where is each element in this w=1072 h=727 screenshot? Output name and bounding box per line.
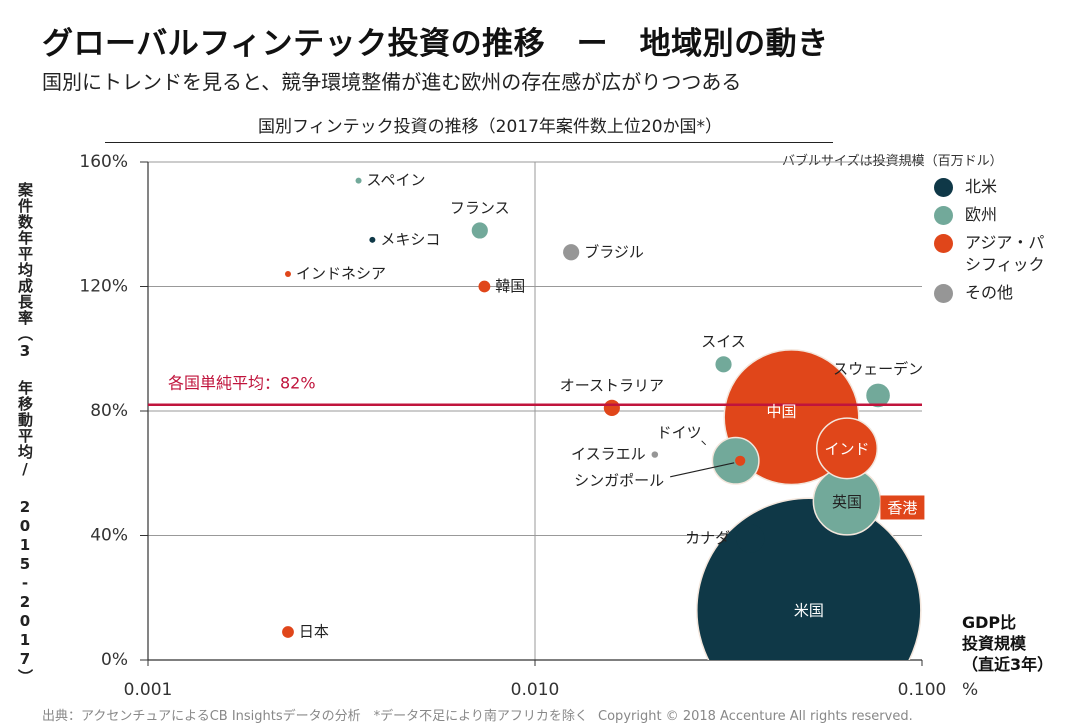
- x-tick-label: 0.010: [511, 680, 560, 700]
- legend-item-north-america: 北米: [934, 176, 1072, 198]
- point-label: スペイン: [367, 171, 426, 189]
- legend-dot-icon: [934, 178, 953, 197]
- point-label: スイス: [701, 333, 746, 351]
- legend-item-europe: 欧州: [934, 204, 1072, 226]
- point-label: スウェーデン: [833, 360, 923, 378]
- leader-line: [670, 462, 735, 478]
- x-tick-label: 0.001: [124, 680, 173, 700]
- bubble-インド: [815, 417, 878, 480]
- x-axis-title: GDP比 投資規模 （直近3年）: [962, 612, 1053, 675]
- point-label: 英国: [832, 493, 862, 511]
- copyright: Copyright © 2018 Accenture All rights re…: [598, 709, 913, 724]
- legend-dot-icon: [934, 206, 953, 225]
- page-title: グローバルフィンテック投資の推移 ー 地域別の動き: [42, 26, 829, 62]
- point-label: カナダ: [685, 529, 730, 547]
- footer: 出典：アクセンチュアによるCB Insightsデータの分析 *データ不足により…: [42, 705, 913, 724]
- page-subtitle: 国別にトレンドを見ると、競争環境整備が進む欧州の存在感が広がりつつある: [42, 70, 742, 94]
- y-tick-label: 120%: [79, 277, 128, 297]
- title-divider: [105, 142, 833, 143]
- y-tick-label: 40%: [90, 526, 128, 546]
- chart-title: 国別フィンテック投資の推移（2017年案件数上位20か国*）: [258, 117, 723, 137]
- legend-label: その他: [965, 283, 1014, 302]
- bubble-フランス: [471, 222, 488, 239]
- point-label: 韓国: [495, 277, 525, 295]
- source-note: 出典：アクセンチュアによるCB Insightsデータの分析 *データ不足により…: [42, 709, 588, 724]
- label-badge: [880, 495, 925, 520]
- bubble-メキシコ: [369, 236, 376, 243]
- bubble-韓国: [478, 280, 491, 293]
- point-label: ドイツ: [657, 423, 702, 441]
- x-tick-label: 0.100: [898, 680, 947, 700]
- point-label: インドネシア: [296, 265, 386, 283]
- bubble-カナダ: [736, 524, 765, 553]
- legend-item-other: その他: [934, 282, 1072, 304]
- y-tick-label: 160%: [79, 152, 128, 172]
- x-axis-title-line: 投資規模: [962, 634, 1027, 653]
- legend-dot-icon: [934, 234, 953, 253]
- point-label: オーストラリア: [560, 376, 664, 394]
- y-tick-label: 80%: [90, 401, 128, 421]
- legend-label: 欧州: [965, 205, 998, 224]
- legend-dot-icon: [934, 284, 953, 303]
- bubble-インドネシア: [284, 271, 291, 278]
- point-label: 中国: [766, 403, 796, 421]
- bubble-シンガポール: [735, 455, 746, 466]
- legend-item-asia-pacific: アジア・パシフィック: [934, 232, 1072, 276]
- leader-line: [701, 440, 707, 446]
- point-label: 米国: [794, 602, 824, 620]
- bubbles-group: [282, 177, 922, 660]
- x-axis-title-line: （直近3年）: [962, 655, 1054, 674]
- bubble-日本: [282, 626, 294, 638]
- bubble-オーストラリア: [603, 399, 620, 416]
- bubble-スペイン: [355, 177, 362, 184]
- y-axis-title: 案件数年平均成長率（3 年移動平均/ 2015-2017）: [16, 182, 34, 685]
- bubble-スウェーデン: [866, 383, 890, 408]
- bubble-スイス: [715, 356, 732, 373]
- legend-label: 北米: [965, 177, 998, 196]
- point-label: 日本: [299, 622, 329, 640]
- point-label: インド: [824, 440, 869, 458]
- point-label: ブラジル: [584, 243, 644, 261]
- bubble-イスラエル: [651, 451, 659, 458]
- point-label: フランス: [450, 199, 510, 217]
- point-label: メキシコ: [380, 230, 440, 248]
- point-label: 香港: [887, 499, 917, 517]
- y-tick-label: 0%: [101, 650, 128, 670]
- point-label: シンガポール: [574, 471, 664, 489]
- chart-legend: 北米 欧州 アジア・パシフィック その他: [934, 176, 1072, 310]
- average-reference-label: 各国単純平均：82%: [168, 373, 316, 392]
- x-unit-label: %: [962, 680, 978, 700]
- legend-label: アジア・パシフィック: [965, 233, 1045, 274]
- bubble-ブラジル: [563, 244, 580, 261]
- x-axis-title-line: GDP比: [962, 613, 1017, 632]
- point-label: イスラエル: [571, 445, 646, 463]
